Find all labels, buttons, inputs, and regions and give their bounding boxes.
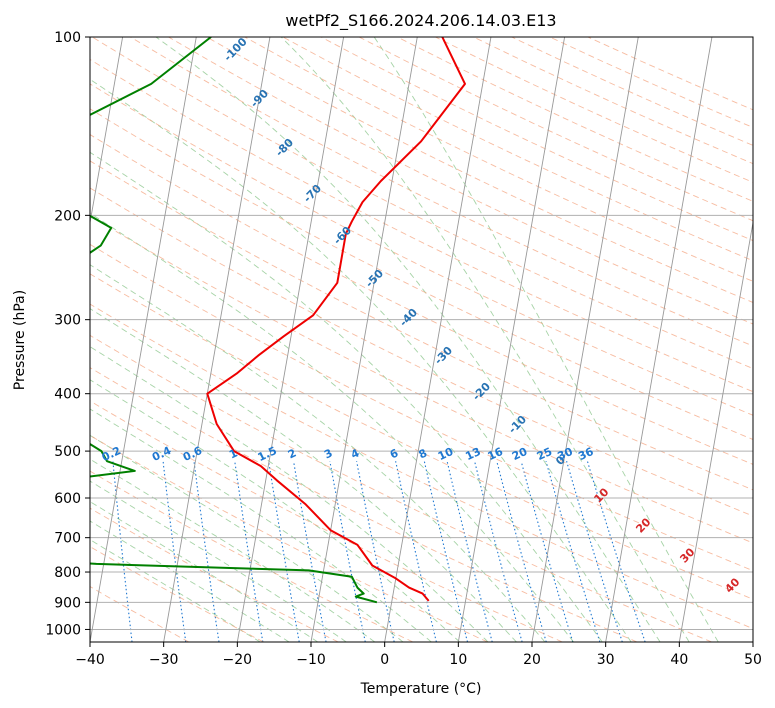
y-tick-label: 200 bbox=[54, 208, 81, 224]
y-tick-label: 900 bbox=[54, 595, 81, 611]
plot-area: -100-90-80-70-60-50-40-30-20-1000.1 0.2 0.… bbox=[66, 37, 753, 642]
plot-frame bbox=[89, 36, 754, 643]
mixing-ratio-lines bbox=[66, 461, 646, 642]
dry-adiabat-line bbox=[90, 367, 638, 642]
dry-adiabat-line bbox=[90, 187, 753, 517]
y-axis-ticks: 100 200 300 400 500 600 700 800 900 1000 bbox=[45, 30, 90, 638]
x-axis-ticks: −40 −30 −20 −10 0 10 20 30 40 50 bbox=[75, 642, 762, 668]
moist-adiabat-line bbox=[90, 379, 461, 642]
mixing-ratio-line bbox=[446, 461, 493, 642]
sounding-series bbox=[90, 37, 466, 604]
isotherm-line bbox=[310, 37, 418, 642]
dry-adiabat-line bbox=[90, 273, 753, 600]
dry-adiabat-line bbox=[90, 58, 753, 393]
mixing-ratio-line bbox=[329, 461, 366, 642]
x-axis-label: Temperature (°C) bbox=[360, 681, 482, 697]
y-tick-label: 400 bbox=[54, 387, 81, 403]
mixing-ratio-line bbox=[356, 461, 395, 642]
moist-adiabat-line bbox=[90, 539, 261, 642]
isotherm-line bbox=[90, 37, 124, 226]
moist-adiabat-line bbox=[90, 308, 517, 642]
y-axis-label: Pressure (hPa) bbox=[12, 290, 28, 390]
isotherm-line bbox=[236, 37, 345, 642]
moist-adiabats bbox=[90, 37, 719, 642]
dry-adiabat-line bbox=[90, 243, 753, 572]
temperature-profile-line bbox=[206, 37, 466, 602]
mixing-ratio-label: 10 bbox=[436, 445, 456, 463]
dry-adiabat-line bbox=[90, 400, 563, 642]
y-tick-label: 700 bbox=[54, 531, 81, 547]
moist-adiabat-line bbox=[90, 264, 546, 642]
mixing-ratio-label: 13 bbox=[463, 445, 482, 463]
x-tick-label: −30 bbox=[149, 652, 179, 668]
mixing-ratio-line bbox=[423, 461, 469, 642]
x-tick-label: 30 bbox=[597, 652, 615, 668]
y-tick-label: 100 bbox=[54, 30, 81, 46]
isotherm-line bbox=[752, 639, 753, 642]
dry-adiabat-line bbox=[206, 37, 753, 303]
moist-adiabat-line bbox=[90, 151, 603, 642]
mixing-ratio-label: 30 bbox=[555, 445, 575, 463]
moist-adiabat-line bbox=[373, 37, 719, 642]
skewed-isotherms bbox=[90, 37, 753, 642]
x-tick-label: −20 bbox=[223, 652, 253, 668]
x-tick-label: −10 bbox=[296, 652, 326, 668]
y-tick-label: 600 bbox=[54, 491, 81, 507]
dry-adiabat-line bbox=[90, 134, 753, 465]
pressure-gridlines bbox=[90, 37, 753, 630]
mixing-ratio-label: 16 bbox=[486, 445, 506, 463]
dry-adiabat-line bbox=[90, 507, 339, 642]
dewpoint-profile-line bbox=[90, 37, 378, 604]
isotherm-line bbox=[384, 37, 492, 642]
mixing-ratio-line bbox=[474, 461, 523, 642]
mixing-ratio-label: 36 bbox=[576, 445, 596, 463]
mixing-ratio-label: 20 bbox=[510, 445, 530, 463]
isotherm-line bbox=[457, 37, 566, 642]
x-tick-label: 20 bbox=[523, 652, 541, 668]
y-tick-label: 800 bbox=[54, 565, 81, 581]
chart-title: wetPf2_S166.2024.206.14.03.E13 bbox=[285, 11, 556, 31]
x-tick-label: −40 bbox=[75, 652, 105, 668]
mixing-ratio-line bbox=[395, 461, 437, 642]
mixing-ratio-line bbox=[66, 461, 82, 642]
isotherm-line bbox=[605, 37, 713, 642]
y-tick-label: 1000 bbox=[45, 622, 81, 638]
x-tick-label: 50 bbox=[744, 652, 762, 668]
dry-adiabats bbox=[90, 37, 753, 642]
plot-background bbox=[90, 37, 753, 642]
isotherm-line bbox=[531, 37, 639, 642]
dry-adiabat-line bbox=[168, 37, 753, 325]
dry-adiabat-line bbox=[90, 303, 753, 630]
x-tick-label: 40 bbox=[670, 652, 688, 668]
dry-adiabat-line bbox=[90, 434, 488, 642]
isotherm-line bbox=[90, 37, 197, 642]
moist-adiabat-line bbox=[155, 37, 661, 642]
moist-adiabat-line bbox=[90, 78, 632, 642]
moist-adiabat-line bbox=[280, 37, 690, 642]
moist-adiabat-line bbox=[90, 408, 432, 642]
x-tick-label: 10 bbox=[449, 652, 467, 668]
y-tick-label: 300 bbox=[54, 313, 81, 329]
dry-adiabat-line bbox=[90, 160, 753, 491]
x-tick-label: 0 bbox=[380, 652, 389, 668]
isotherm-line bbox=[163, 37, 271, 642]
mixing-ratio-line bbox=[112, 461, 133, 642]
moist-adiabat-line bbox=[90, 458, 376, 642]
moist-adiabat-line bbox=[90, 480, 347, 642]
mixing-ratio-label: 25 bbox=[535, 445, 554, 463]
mixing-ratio-line bbox=[293, 461, 327, 642]
isotherm-line bbox=[678, 220, 753, 642]
y-tick-label: 500 bbox=[54, 444, 81, 460]
moist-adiabat-line bbox=[90, 346, 489, 642]
